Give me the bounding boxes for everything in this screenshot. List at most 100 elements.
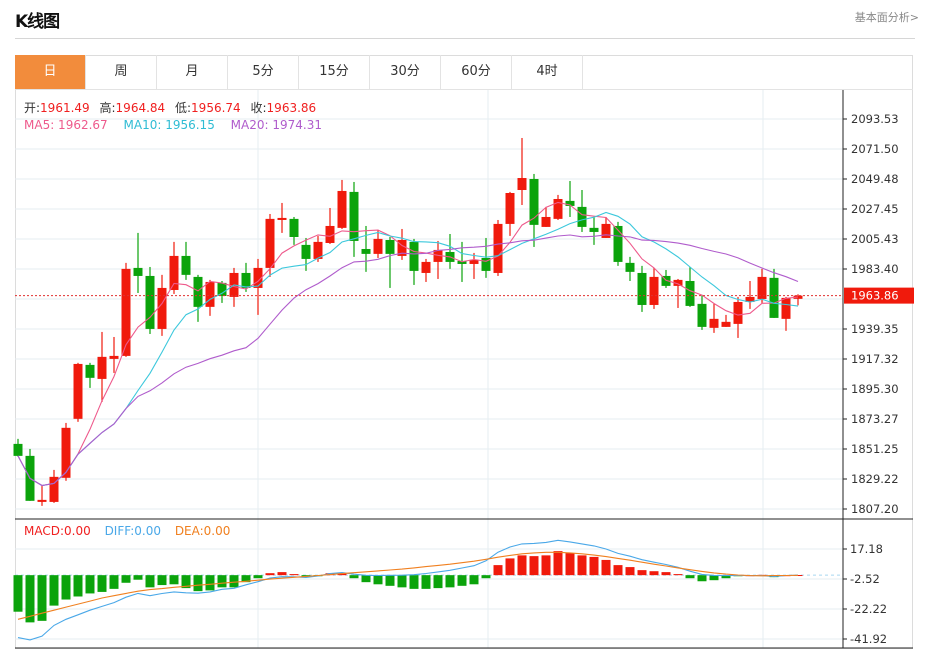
macd-bar (349, 575, 359, 579)
candle (181, 241, 191, 280)
macd-bar (721, 575, 731, 579)
candle-body (49, 476, 59, 502)
candle-body (781, 297, 791, 319)
macd-bar (373, 575, 383, 585)
fundamental-analysis-link[interactable]: 基本面分析> (854, 11, 919, 24)
diff-line (17, 539, 799, 641)
macd-bar (685, 575, 695, 579)
candle (37, 485, 47, 506)
tab-60min[interactable]: 60分 (441, 55, 512, 89)
high-label: 高: (99, 101, 116, 115)
candle-body (169, 255, 179, 290)
macd-legend-value: MACD:0.00 (24, 524, 91, 538)
candle-body (241, 272, 251, 288)
candle (577, 190, 587, 232)
macd-bar (397, 575, 407, 588)
price-tick-label: 1895.30 (851, 382, 899, 396)
price-tick-label: 1807.20 (851, 502, 899, 516)
macd-bar (385, 575, 395, 586)
ma10-line (17, 211, 799, 487)
candle (505, 191, 515, 236)
tab-5min[interactable]: 5分 (228, 55, 299, 89)
candle-body (37, 499, 47, 502)
diff-legend-value: DIFF:0.00 (104, 524, 161, 538)
tab-week[interactable]: 周 (86, 55, 157, 89)
candle-body (661, 275, 671, 286)
candle (121, 262, 131, 357)
macd-bar (73, 575, 83, 597)
macd-bar (169, 575, 179, 585)
macd-bar (97, 575, 107, 592)
ma20-line (17, 234, 799, 487)
candle-body (301, 244, 311, 259)
candle-body (205, 281, 215, 307)
candle-body (265, 218, 275, 268)
candle (61, 422, 71, 481)
candle-body (217, 282, 227, 296)
candle (73, 362, 83, 422)
macd-bar (709, 575, 719, 581)
candle (709, 303, 719, 333)
candle-body (685, 280, 695, 306)
candle (613, 221, 623, 266)
ma5-legend: MA5: 1962.67 (24, 118, 108, 132)
candle (781, 296, 791, 331)
tab-15min[interactable]: 15分 (299, 55, 370, 89)
price-tick-label: 1917.32 (851, 352, 899, 366)
candle-body (157, 287, 167, 329)
macd-bar (529, 556, 539, 576)
macd-bar (265, 573, 275, 576)
candle (361, 225, 371, 272)
candle (493, 219, 503, 276)
macd-bar (133, 575, 143, 580)
candle-body (745, 296, 755, 302)
tab-4hour[interactable]: 4时 (512, 55, 583, 89)
candle-body (457, 260, 467, 264)
candle (649, 267, 659, 309)
macd-bar (637, 570, 647, 576)
candle (13, 438, 23, 457)
macd-bar (505, 558, 515, 576)
page-title: K线图 (15, 12, 60, 32)
price-tick-label: 2049.48 (851, 172, 899, 186)
candle-body (529, 178, 539, 225)
ma20-legend: MA20: 1974.31 (230, 118, 322, 132)
candle (169, 241, 179, 294)
tab-month[interactable]: 月 (157, 55, 228, 89)
candle (433, 240, 443, 279)
candle-body (565, 200, 575, 206)
candle (793, 294, 803, 306)
candle-body (373, 238, 383, 254)
candle-body (577, 206, 587, 227)
grid (15, 90, 843, 648)
candle-body (397, 239, 407, 256)
candle-body (709, 318, 719, 328)
macd-bar (193, 575, 203, 592)
macd-bar (217, 575, 227, 588)
candle (337, 179, 347, 229)
macd-bar (541, 555, 551, 576)
candle-body (637, 272, 647, 305)
tab-day[interactable]: 日 (15, 55, 86, 89)
period-tabs: 日 周 月 5分 15分 30分 60分 4时 (15, 55, 913, 90)
price-tick-label: 1939.35 (851, 322, 899, 336)
candle (529, 173, 539, 247)
macd-bar (277, 572, 287, 576)
candle-body (505, 193, 515, 224)
macd-bar (25, 575, 35, 623)
macd-bar (673, 574, 683, 576)
candle (625, 256, 635, 281)
tab-30min[interactable]: 30分 (370, 55, 441, 89)
current-price-tag (844, 287, 914, 304)
macd-bar (493, 565, 503, 576)
candle (253, 258, 263, 315)
macd-bar (625, 567, 635, 576)
macd-bar (649, 571, 659, 576)
candle-body (349, 191, 359, 241)
macd-bar (181, 575, 191, 589)
macd-bar (421, 575, 431, 589)
macd-bar (469, 575, 479, 585)
candle-body (433, 249, 443, 262)
low-value: 1956.74 (191, 101, 241, 115)
